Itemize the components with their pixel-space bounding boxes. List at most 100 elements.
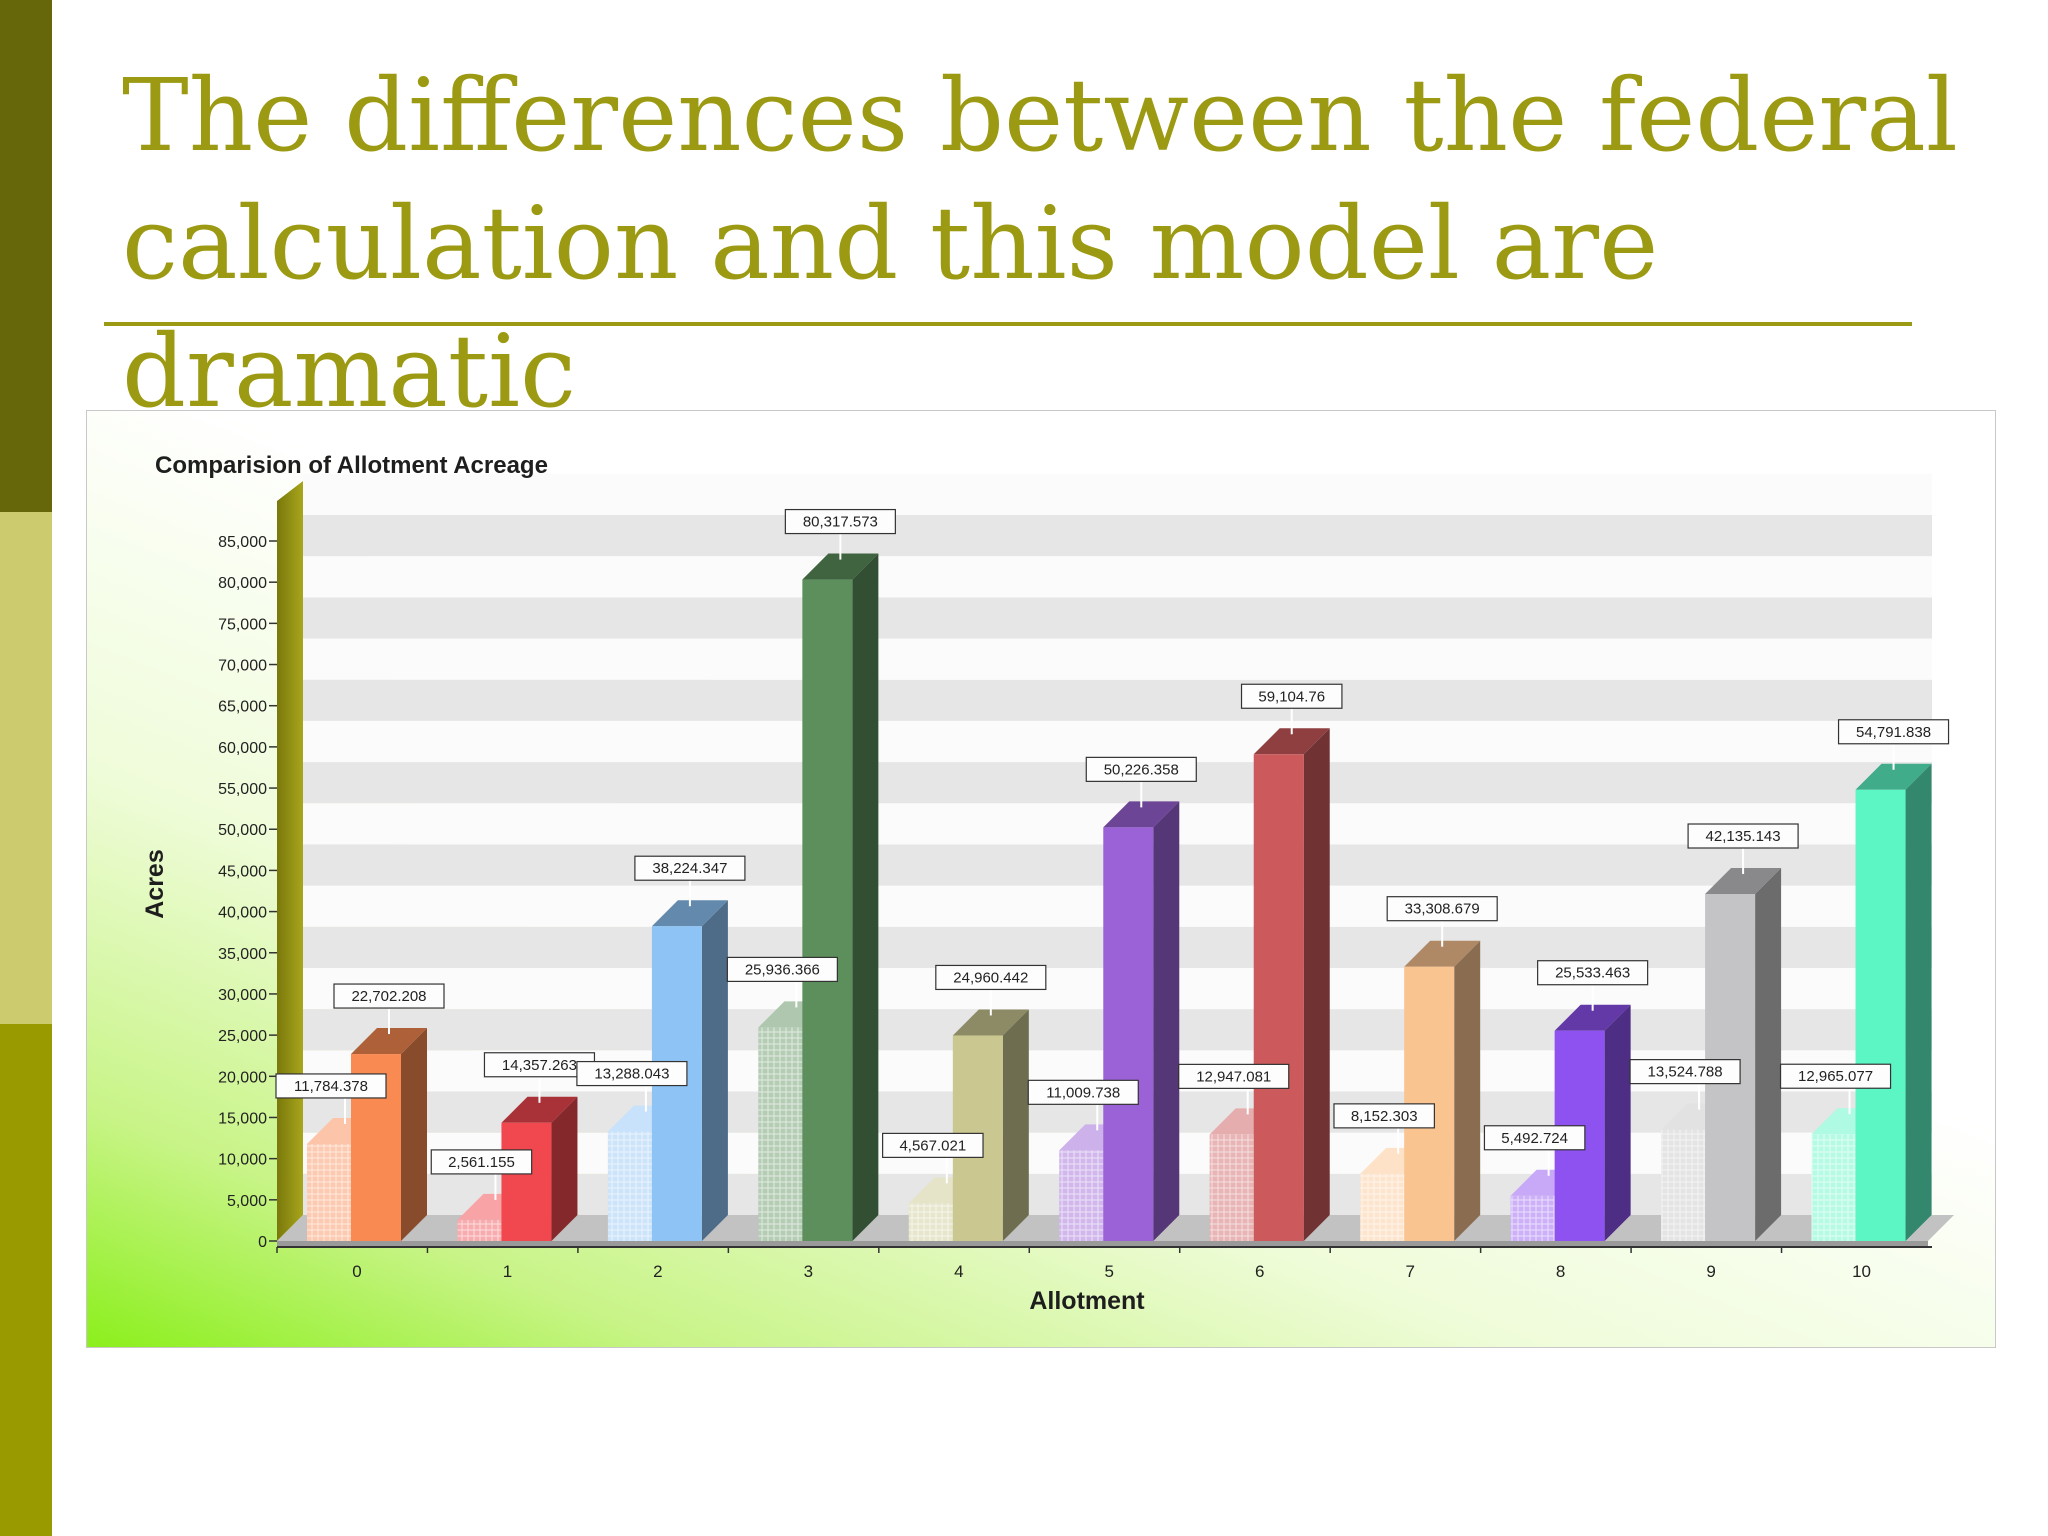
x-tick-label: 6 (1255, 1262, 1264, 1281)
data-label-text: 80,317.573 (803, 514, 878, 531)
data-label: 13,524.788 (1629, 1059, 1741, 1110)
chart-left-wall (277, 481, 303, 1241)
data-label-box (1027, 1079, 1139, 1105)
bar-side (1454, 940, 1481, 1241)
data-label: 11,784.378 (275, 1073, 387, 1124)
data-label: 42,135.143 (1687, 823, 1799, 875)
x-tick-label: 0 (352, 1262, 361, 1281)
data-label: 38,224.347 (634, 855, 746, 907)
bar-side (1604, 1004, 1631, 1241)
y-tick-label: 30,000 (218, 987, 267, 1004)
bar-front (1103, 827, 1154, 1241)
bar-hatch (607, 1131, 658, 1241)
y-tick-label: 45,000 (218, 863, 267, 880)
data-label-text: 13,524.788 (1648, 1064, 1723, 1081)
x-axis-title: Allotment (1029, 1287, 1145, 1315)
data-label: 12,965.077 (1779, 1063, 1892, 1115)
data-label-text: 59,104.76 (1258, 688, 1325, 705)
side-band-bottom (0, 1024, 52, 1536)
data-label-text: 42,135.143 (1706, 828, 1781, 845)
data-label-text: 14,357.263 (502, 1057, 577, 1074)
data-label-text: 13,288.043 (594, 1066, 669, 1083)
chart-title: Comparision of Allotment Acreage (155, 452, 548, 479)
data-label: 2,561.155 (430, 1149, 533, 1200)
y-axis: 0 5,000 10,000 15,000 20,000 25,000 30,000 35,0… (218, 534, 277, 1251)
side-band-middle (0, 512, 52, 1024)
data-label: 22,702.208 (333, 983, 445, 1035)
data-label-text: 25,936.366 (745, 961, 820, 978)
y-tick-label: 15,000 (218, 1110, 267, 1127)
bar-model (1705, 868, 1782, 1241)
bar-top (1404, 940, 1481, 967)
data-label-box (1537, 960, 1649, 986)
chart-floor-front (277, 1241, 1928, 1247)
bar-top (1855, 763, 1932, 790)
data-label-box (1629, 1059, 1741, 1085)
bar-model (501, 1096, 578, 1241)
data-label-box (576, 1060, 688, 1087)
data-label-text: 5,492.724 (1501, 1130, 1568, 1147)
bar-model (1554, 1004, 1631, 1241)
bar-hatch (758, 1027, 809, 1241)
data-label: 11,009.738 (1027, 1079, 1139, 1131)
bar-hatch (457, 1219, 508, 1241)
bar-hatch (1811, 1134, 1862, 1241)
grid-band (303, 597, 1932, 639)
bar-hatch (908, 1203, 959, 1241)
data-label-box (726, 956, 838, 983)
bar-top (802, 553, 879, 580)
bar-model (1103, 801, 1180, 1241)
data-label-text: 2,561.155 (448, 1154, 515, 1171)
data-label-box (1240, 683, 1343, 709)
bar-hatch (1360, 1173, 1411, 1241)
data-label-text: 33,308.679 (1405, 901, 1480, 918)
data-labels: 11,784.378 22,702.208 2,561.155 14,357.263 1… (275, 508, 1950, 1200)
bar-side (701, 900, 728, 1241)
bar-side (1755, 868, 1782, 1241)
bar-top (1103, 801, 1180, 828)
bar-side (1303, 728, 1330, 1241)
y-tick-label: 55,000 (218, 781, 267, 798)
y-tick-label: 0 (258, 1234, 267, 1251)
x-tick-label: 2 (653, 1262, 662, 1281)
data-label: 24,960.442 (935, 964, 1047, 1016)
bar-model (1855, 763, 1932, 1241)
y-tick-label: 35,000 (218, 946, 267, 963)
x-axis: 0 1 2 3 4 5 6 7 8 9 10 (276, 1247, 1871, 1281)
data-label-text: 54,791.838 (1856, 724, 1931, 741)
bar-top (1554, 1004, 1631, 1031)
bar-side (1002, 1009, 1029, 1241)
chart-panel: 0 5,000 10,000 15,000 20,000 25,000 30,000 35,0… (86, 410, 1996, 1348)
grid-band (303, 638, 1932, 680)
data-label-box (1483, 1125, 1586, 1151)
data-label: 25,533.463 (1537, 960, 1649, 1011)
y-tick-label: 80,000 (218, 575, 267, 592)
bar-top (952, 1009, 1029, 1036)
bar-hatch (307, 1143, 357, 1241)
grid-band (303, 720, 1932, 763)
x-tick-label: 3 (804, 1262, 813, 1281)
data-label-text: 12,965.077 (1798, 1068, 1873, 1085)
bar-top (501, 1096, 578, 1123)
data-label-text: 50,226.358 (1104, 761, 1179, 778)
grid-band (303, 679, 1932, 721)
bar-front (1253, 754, 1304, 1241)
bar-front (1855, 789, 1906, 1241)
data-label-box (1386, 896, 1498, 922)
data-label-box (1837, 719, 1950, 745)
data-label: 4,567.021 (882, 1132, 984, 1184)
data-label: 8,152.303 (1333, 1103, 1435, 1154)
x-tick-label: 7 (1405, 1262, 1414, 1281)
y-tick-label: 20,000 (218, 1069, 267, 1086)
bar-model (952, 1009, 1029, 1241)
bar-model (1404, 940, 1481, 1241)
title-underline (104, 322, 1912, 326)
data-label-text: 11,009.738 (1046, 1084, 1120, 1101)
data-label-box (275, 1073, 387, 1099)
data-label-box (1085, 756, 1197, 782)
bar-side (1905, 763, 1932, 1241)
x-tick-label: 9 (1706, 1262, 1715, 1281)
data-label-box (1687, 823, 1799, 849)
bar-side (551, 1096, 578, 1241)
data-label: 54,791.838 (1837, 719, 1950, 770)
